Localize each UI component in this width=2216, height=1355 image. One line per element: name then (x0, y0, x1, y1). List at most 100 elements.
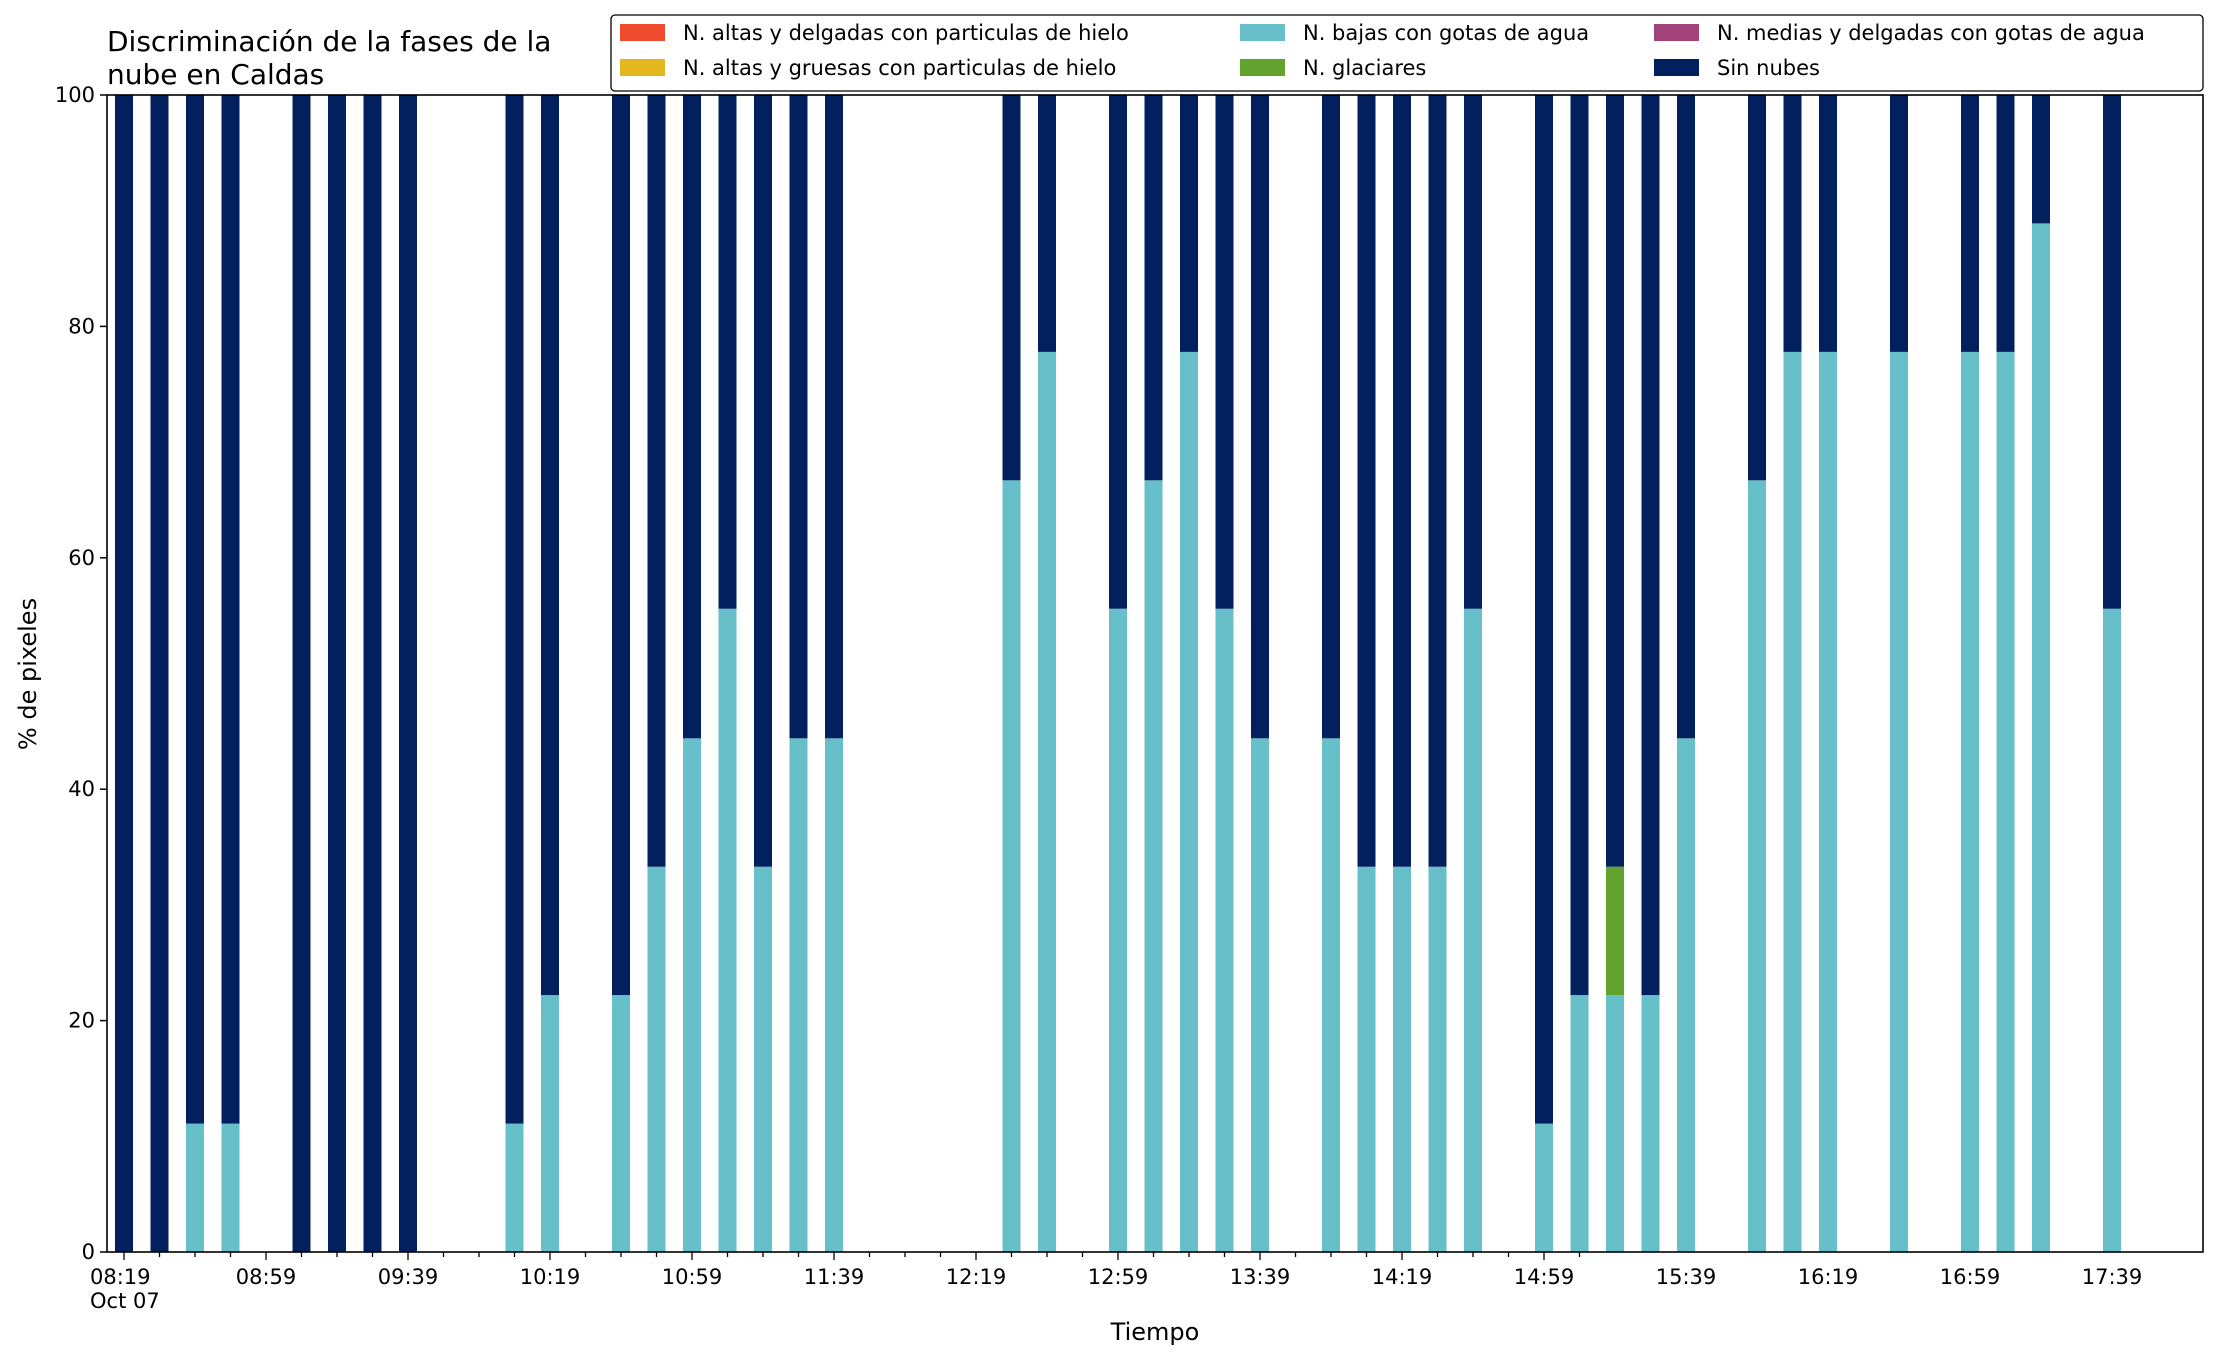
bar-segment (1961, 95, 1979, 352)
bar-segment (1464, 608, 1482, 1252)
bar-segment (1428, 866, 1447, 1252)
bar-segment (718, 95, 737, 609)
x-axis: 08:19 08:59 09:39 10:19 10:59 11:39 12:19 12:59… (90, 1252, 2142, 1289)
bar-segment (1109, 608, 1127, 1252)
bar-segment (1180, 95, 1198, 352)
bar-segment (1890, 351, 1908, 1252)
bar-segment (1641, 95, 1660, 996)
bars-layer (115, 95, 2121, 1252)
x-tick-label: 15:39 (1656, 1265, 1717, 1289)
bar-segment (1535, 1123, 1553, 1252)
legend-label: N. glaciares (1303, 56, 1426, 80)
bar-segment (647, 95, 666, 867)
bar-segment (718, 608, 737, 1252)
bar-segment (1606, 995, 1624, 1252)
bar-segment (1606, 95, 1624, 867)
bar-segment (2103, 608, 2121, 1252)
bar-segment (363, 95, 382, 1252)
bar-segment (1677, 95, 1695, 739)
bar-segment (186, 1123, 204, 1252)
bar-segment (1570, 995, 1589, 1252)
y-axis: 0 20 40 60 80 100 (55, 83, 107, 1264)
bar-segment (1748, 95, 1766, 481)
bar-segment (1002, 480, 1021, 1252)
bar-segment (1428, 95, 1447, 867)
bar-segment (399, 95, 417, 1252)
bar-segment (150, 95, 169, 1252)
bar-segment (1393, 95, 1411, 867)
legend-frame (610, 14, 2204, 92)
x-tick-label: 16:19 (1798, 1265, 1859, 1289)
legend-swatch (620, 59, 665, 76)
bar-segment (1570, 95, 1589, 996)
x-tick-label: 12:19 (946, 1265, 1007, 1289)
bar-segment (1215, 95, 1234, 609)
legend-label: N. altas y gruesas con particulas de hie… (683, 56, 1116, 80)
x-tick-label: 09:39 (378, 1265, 439, 1289)
bar-segment (1322, 738, 1340, 1252)
bar-segment (1002, 95, 1021, 481)
x-tick-label: 12:59 (1088, 1265, 1149, 1289)
x-tick-label: 10:19 (520, 1265, 581, 1289)
bar-segment (1393, 866, 1411, 1252)
bar-segment (1038, 95, 1056, 352)
bar-segment (1109, 95, 1127, 609)
bar-segment (2032, 223, 2050, 1252)
x-tick-label: 13:39 (1230, 1265, 1291, 1289)
legend: N. altas y delgadas con particulas de hi… (610, 14, 2204, 92)
x-tick-label: 08:59 (236, 1265, 297, 1289)
bar-segment (1180, 351, 1198, 1252)
legend-swatch (1240, 59, 1285, 76)
x-tick-label: 16:59 (1940, 1265, 2001, 1289)
bar-segment (1251, 738, 1269, 1252)
bar-segment (1464, 95, 1482, 609)
bar-segment (505, 1123, 524, 1252)
legend-swatch (620, 24, 665, 41)
bar-segment (1251, 95, 1269, 739)
bar-segment (1641, 995, 1660, 1252)
legend-swatch (1240, 24, 1285, 41)
bar-segment (292, 95, 311, 1252)
bar-segment (221, 95, 240, 1124)
legend-swatch (1654, 24, 1699, 41)
bar-segment (1996, 351, 2015, 1252)
bar-segment (825, 738, 843, 1252)
bar-segment (1322, 95, 1340, 739)
bar-segment (1890, 95, 1908, 352)
bar-segment (1144, 95, 1163, 481)
bar-segment (789, 95, 808, 739)
bar-segment (1144, 480, 1163, 1252)
plot-frame (106, 94, 2204, 1253)
y-axis-label: % de pixeles (14, 598, 42, 750)
bar-segment (1819, 351, 1837, 1252)
bar-segment (541, 995, 559, 1252)
bar-segment (1535, 95, 1553, 1124)
bar-segment (505, 95, 524, 1124)
bar-segment (825, 95, 843, 739)
bar-segment (1038, 351, 1056, 1252)
bar-segment (1819, 95, 1837, 352)
bar-segment (1748, 480, 1766, 1252)
x-axis-label: Tiempo (1110, 1318, 1200, 1346)
legend-label: N. bajas con gotas de agua (1303, 21, 1589, 45)
bar-segment (1606, 866, 1624, 996)
x-tick-label: 11:39 (804, 1265, 865, 1289)
x-tick-label: 14:59 (1514, 1265, 1575, 1289)
legend-swatch (1654, 59, 1699, 76)
bar-segment (1677, 738, 1695, 1252)
bar-segment (754, 866, 772, 1252)
x-tick-label: 10:59 (662, 1265, 723, 1289)
bar-segment (1783, 351, 1802, 1252)
legend-label: N. medias y delgadas con gotas de agua (1717, 21, 2145, 45)
y-tick-label: 100 (55, 83, 95, 107)
bar-segment (612, 95, 630, 996)
bar-segment (328, 95, 346, 1252)
chart-title-line-2: nube en Caldas (107, 58, 324, 91)
bar-segment (541, 95, 559, 996)
bar-segment (612, 995, 630, 1252)
bar-segment (1996, 95, 2015, 352)
bar-segment (1215, 608, 1234, 1252)
bar-segment (186, 95, 204, 1124)
bar-segment (1783, 95, 1802, 352)
